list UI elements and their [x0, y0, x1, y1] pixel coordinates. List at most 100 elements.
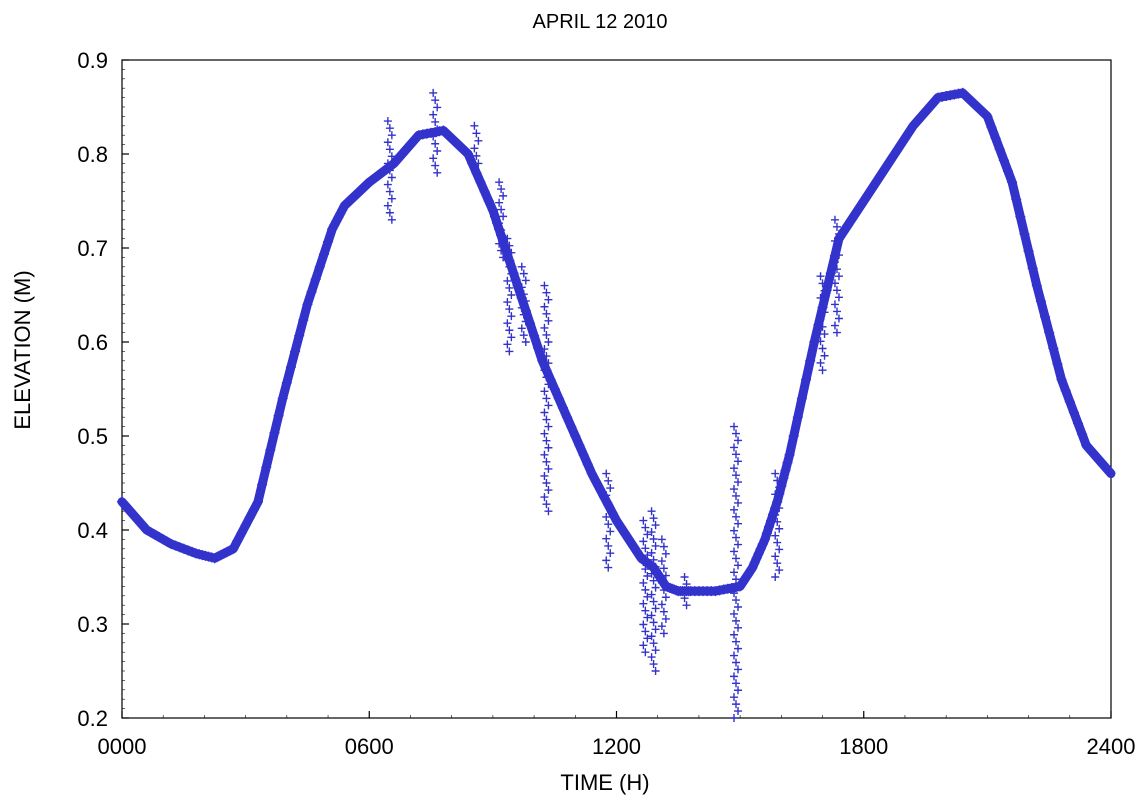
data-point [519, 269, 528, 278]
data-point [775, 545, 784, 554]
data-point [862, 189, 873, 200]
data-point [517, 324, 526, 333]
data-point [540, 366, 549, 375]
data-point [383, 138, 392, 147]
data-point [508, 268, 519, 279]
data-point [505, 305, 514, 314]
data-point [433, 103, 442, 112]
data-point [734, 498, 743, 507]
data-point [734, 436, 743, 445]
data-point [495, 178, 504, 187]
data-point [544, 316, 553, 325]
data-point [734, 519, 743, 528]
data-point [500, 243, 511, 253]
data-point [540, 471, 549, 480]
y-tick-label: 0.6 [77, 330, 108, 355]
data-point [510, 274, 521, 285]
data-point [771, 490, 780, 499]
data-point [542, 373, 551, 382]
data-point [499, 253, 508, 262]
data-point [387, 173, 396, 182]
data-point [1068, 407, 1079, 418]
data-point [647, 569, 656, 578]
data-point [816, 272, 825, 281]
data-point [639, 537, 648, 546]
data-point [553, 393, 564, 404]
data-point [574, 440, 585, 451]
data-point [891, 145, 902, 156]
data-point [606, 527, 615, 536]
data-point [722, 583, 733, 594]
data-point [858, 196, 869, 206]
data-point [846, 214, 857, 225]
data-point [524, 318, 535, 329]
data-point [641, 544, 650, 553]
data-point [542, 330, 551, 339]
data-point [1085, 445, 1096, 456]
data-point [1007, 177, 1018, 188]
data-point [544, 464, 553, 473]
data-point [747, 562, 758, 573]
data-point [657, 578, 666, 587]
data-point [920, 106, 931, 117]
data-point [409, 134, 420, 145]
data-point [383, 117, 392, 126]
data-point [619, 528, 630, 539]
data-point [383, 180, 392, 189]
data-point [643, 634, 652, 643]
data-point [850, 208, 861, 219]
data-point [732, 533, 741, 542]
data-point [639, 641, 648, 650]
data-point [472, 129, 481, 138]
data-point [537, 355, 548, 366]
data-point [682, 601, 691, 610]
data-point [507, 291, 516, 299]
data-point [928, 97, 939, 108]
data-point [472, 151, 481, 160]
data-point [732, 491, 741, 500]
y-tick-label: 0.5 [77, 424, 108, 449]
data-point [544, 443, 553, 452]
data-point [540, 345, 549, 354]
data-point [429, 110, 438, 119]
data-point [470, 121, 479, 130]
data-point [771, 469, 780, 478]
data-point [643, 551, 652, 560]
data-point [766, 515, 777, 526]
data-point [730, 693, 739, 702]
data-point [170, 540, 181, 551]
data-point [757, 539, 768, 550]
data-point [1077, 429, 1088, 440]
data-point [1015, 211, 1026, 222]
data-point [417, 129, 428, 140]
x-tick-label: 2400 [1087, 734, 1136, 759]
data-point [647, 653, 656, 662]
data-point [771, 552, 780, 561]
data-point [734, 602, 743, 611]
data-point [544, 486, 553, 495]
data-point [474, 136, 483, 145]
data-point [602, 512, 611, 521]
data-point [1073, 418, 1084, 429]
data-point [854, 202, 865, 213]
data-point [763, 521, 774, 532]
data-point [471, 167, 482, 178]
data-point [507, 248, 516, 257]
data-point [875, 170, 886, 181]
data-point [771, 510, 780, 519]
data-point [542, 479, 551, 487]
data-point [606, 505, 615, 514]
data-point [517, 303, 526, 312]
data-point [780, 465, 791, 476]
data-point [505, 241, 514, 250]
data-point [647, 611, 656, 620]
data-point [521, 276, 530, 285]
data-point [540, 281, 549, 290]
data-point [385, 208, 394, 217]
data-point [773, 497, 782, 506]
data-point [265, 445, 276, 456]
data-point [582, 459, 593, 470]
data-point [521, 338, 530, 346]
data-point [730, 485, 739, 494]
